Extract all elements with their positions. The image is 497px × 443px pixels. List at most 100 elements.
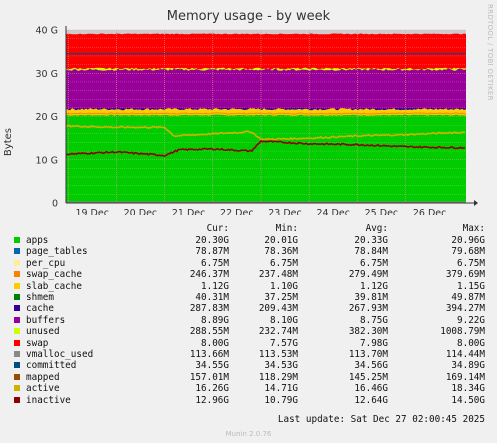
legend-swatch [14,237,20,243]
legend-cur: 1.12G [201,280,229,292]
x-tick-label: 23 Dec [268,208,302,215]
legend-name: swap_cache [26,269,82,281]
legend-max: 49.87M [451,292,485,303]
x-tick-label: 24 Dec [316,208,350,215]
legend-header-avg: Avg: [365,223,388,234]
legend-row-swap: swap 8.00G 7.57G 7.98G 8.00G [0,338,497,349]
legend-cur: 12.96G [195,394,229,406]
legend-swatch [14,259,20,266]
legend-cur: 6.75M [201,257,229,269]
legend-min: 7.57G [270,337,298,349]
legend-swatch [14,385,20,392]
legend-max: 394.27M [445,303,485,315]
legend-swatch [14,294,20,300]
legend-min: 113.53M [258,349,298,360]
legend-swatch [14,282,20,289]
y-tick-label: 10 G [36,155,58,166]
legend-swatch [14,339,20,346]
munin-version: Munin 2.0.76 [225,430,272,438]
legend-name: per_cpu [26,257,66,269]
legend-name: cache [26,303,54,315]
x-tick-label: 19 Dec [75,208,109,215]
legend-row-unused: unused 288.55M 232.74M 382.30M 1008.79M [0,326,497,337]
legend-max: 18.34G [451,383,485,395]
legend-avg: 1.12G [360,280,388,292]
legend-max: 8.00G [457,337,485,349]
legend-header-cur: Cur: [206,223,229,234]
x-tick-label: 26 Dec [413,208,447,215]
legend-avg: 8.75G [360,314,388,326]
legend-cur: 8.89G [201,314,229,326]
legend-swatch [14,351,20,357]
legend-min: 37.25M [264,292,298,303]
legend-min: 34.53G [264,360,298,372]
x-axis-arrow [474,200,478,206]
legend-row-cache: cache 287.83M 209.43M 267.93M 394.27M [0,303,497,314]
legend-swatch [14,316,20,323]
legend-row-apps: apps 20.30G 20.01G 20.33G 20.96G [0,235,497,246]
legend-cur: 34.55G [195,360,229,372]
legend-avg: 7.98G [360,337,388,349]
legend-name: inactive [26,394,71,406]
legend-avg: 78.84M [354,246,388,258]
legend-cur: 20.30G [195,235,229,246]
legend-row-mapped: mapped 157.01M 118.29M 145.25M 169.14M [0,372,497,383]
legend-name: committed [26,360,77,372]
legend-row-slab-cache: slab_cache 1.12G 1.10G 1.12G 1.15G [0,281,497,292]
legend-swatch [14,271,20,278]
legend-swatch [14,396,20,403]
legend-avg: 20.33G [354,235,388,246]
legend-cur: 157.01M [189,371,229,383]
legend-cur: 246.37M [189,269,229,281]
legend-max: 34.89G [451,360,485,372]
legend-max: 6.75M [457,257,485,269]
y-tick-label: 40 G [36,26,58,37]
legend-name: buffers [26,314,66,326]
legend-avg: 145.25M [348,371,388,383]
legend-max: 1008.79M [440,326,485,338]
legend-cur: 8.00G [201,337,229,349]
x-tick-label: 25 Dec [365,208,399,215]
legend-swatch [14,248,20,255]
legend-max: 20.96G [451,235,485,246]
legend-max: 1.15G [457,280,485,292]
legend-avg: 6.75M [360,257,388,269]
legend-avg: 39.81M [354,292,388,303]
line-inactive [65,139,466,157]
legend-row-buffers: buffers 8.89G 8.10G 8.75G 9.22G [0,315,497,326]
area-apps [66,114,466,203]
legend-avg: 16.46G [354,383,388,395]
legend-min: 6.75M [270,257,298,269]
legend-avg: 12.64G [354,394,388,406]
legend-row-page-tables: page_tables 78.87M 78.36M 78.84M 79.68M [0,246,497,257]
legend-max: 114.44M [445,349,485,360]
legend-row-swap-cache: swap_cache 246.37M 237.48M 279.49M 379.69M [0,269,497,280]
legend-avg: 267.93M [348,303,388,315]
legend-min: 10.79G [264,394,298,406]
legend-name: unused [26,326,60,338]
rrdtool-watermark: RRDTOOL / TOBI OETIKER [486,4,494,101]
chart-title: Memory usage - by week [166,9,331,24]
legend-max: 9.22G [457,314,485,326]
legend-min: 8.10G [270,314,298,326]
legend-row-committed: committed 34.55G 34.53G 34.56G 34.89G [0,360,497,371]
legend-min: 14.71G [264,383,298,395]
last-update: Last update: Sat Dec 27 02:00:45 2025 [277,414,485,425]
legend-cur: 16.26G [195,383,229,395]
legend-swatch [14,373,20,380]
legend-cur: 78.87M [195,246,229,258]
legend-header: Cur: Min: Avg: Max: [0,223,497,234]
y-tick-label: 20 G [36,112,58,123]
line-active [65,124,466,142]
legend-name: mapped [26,371,60,383]
legend-max: 14.50G [451,394,485,406]
legend-avg: 279.49M [348,269,388,281]
legend-max: 79.68M [451,246,485,258]
legend-avg: 34.56G [354,360,388,372]
legend-swatch [14,305,20,312]
x-tick-label: 20 Dec [124,208,158,215]
legend-max: 379.69M [445,269,485,281]
x-tick-label: 21 Dec [172,208,206,215]
legend-header-min: Min: [275,223,298,234]
